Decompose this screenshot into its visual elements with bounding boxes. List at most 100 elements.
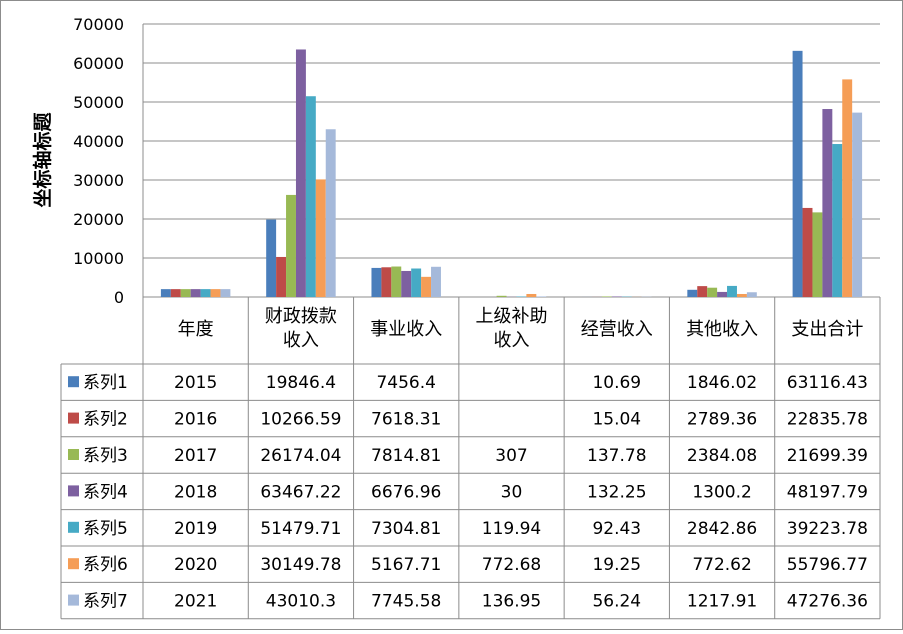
y-tick-label: 70000 [73, 15, 124, 34]
bar [421, 277, 431, 297]
bar [381, 267, 391, 297]
legend-key [68, 485, 79, 496]
bar [201, 289, 211, 297]
bar [266, 220, 276, 297]
table-value: 1217.91 [687, 592, 757, 612]
table-value: 6676.96 [371, 482, 441, 502]
category-label: 事业收入 [370, 319, 442, 340]
category-label: 经营收入 [581, 319, 653, 340]
table-value: 1300.2 [692, 482, 751, 502]
category-label-line: 年度 [178, 319, 214, 340]
table-value: 15.04 [592, 410, 641, 430]
bar [803, 208, 813, 297]
table-value: 2017 [174, 446, 217, 466]
category-label-line: 事业收入 [370, 319, 442, 340]
legend-key [68, 595, 79, 606]
table-value: 7618.31 [371, 410, 441, 430]
bar [326, 129, 336, 297]
table-value: 2020 [174, 555, 217, 575]
table-value: 7745.58 [371, 592, 441, 612]
bar [747, 292, 757, 297]
category-label: 支出合计 [791, 319, 863, 340]
bar [727, 286, 737, 297]
legend-label: 系列1 [83, 373, 128, 393]
table-value: 772.62 [692, 555, 751, 575]
bar [526, 294, 536, 297]
bar [602, 296, 612, 297]
table-value: 7814.81 [371, 446, 441, 466]
category-label-line: 支出合计 [791, 319, 863, 340]
table-value: 51479.71 [260, 519, 341, 539]
table-value: 2789.36 [687, 410, 757, 430]
table-value: 5167.71 [371, 555, 441, 575]
bar [286, 195, 296, 297]
legend-key [68, 376, 79, 387]
category-label-line: 上级补助 [476, 306, 548, 327]
legend-label: 系列5 [83, 519, 128, 539]
bar [220, 289, 230, 297]
bar [717, 292, 727, 297]
legend-key [68, 558, 79, 569]
y-tick-label: 10000 [73, 249, 124, 268]
bar [276, 257, 286, 297]
bar [306, 96, 316, 297]
table-value: 2018 [174, 482, 217, 502]
table-value: 7456.4 [376, 373, 435, 393]
table-value: 30 [501, 482, 523, 502]
bar [296, 49, 306, 297]
legend-label: 系列4 [83, 482, 128, 502]
bar [687, 290, 697, 297]
category-label-line: 收入 [494, 330, 530, 351]
bar [852, 113, 862, 297]
table-value: 2019 [174, 519, 217, 539]
table-value: 1846.02 [687, 373, 757, 393]
table-value: 63467.22 [260, 482, 341, 502]
table-value: 19846.4 [266, 373, 336, 393]
table-value: 43010.3 [266, 592, 336, 612]
table-value: 56.24 [592, 592, 641, 612]
bar [181, 289, 191, 297]
bar [191, 289, 201, 297]
table-value: 2842.86 [687, 519, 757, 539]
bar [737, 294, 747, 297]
table-value: 137.78 [587, 446, 646, 466]
bar [793, 51, 803, 297]
bar [832, 144, 842, 297]
y-tick-label: 40000 [73, 132, 124, 151]
table-value: 7304.81 [371, 519, 441, 539]
bar [161, 289, 171, 297]
bar [822, 109, 832, 297]
bar [391, 267, 401, 297]
legend-key [68, 449, 79, 460]
y-tick-label: 60000 [73, 54, 124, 73]
bar [211, 289, 221, 297]
table-value: 2015 [174, 373, 217, 393]
bar [411, 269, 421, 297]
bar [812, 212, 822, 297]
category-label-line: 财政拨款 [265, 306, 337, 327]
table-value: 307 [495, 446, 527, 466]
table-value: 119.94 [482, 519, 541, 539]
legend-label: 系列6 [83, 555, 128, 575]
bar [171, 289, 181, 297]
table-value: 772.68 [482, 555, 541, 575]
bar [316, 179, 326, 297]
table-value: 2384.08 [687, 446, 757, 466]
legend-key [68, 413, 79, 424]
table-value: 19.25 [592, 555, 641, 575]
y-tick-label: 20000 [73, 210, 124, 229]
bar [401, 271, 411, 297]
table-value: 2016 [174, 410, 217, 430]
bar [612, 296, 622, 297]
legend-label: 系列3 [83, 446, 128, 466]
table-value: 22835.78 [787, 410, 868, 430]
y-tick-label: 50000 [73, 93, 124, 112]
table-value: 2021 [174, 592, 217, 612]
legend-key [68, 522, 79, 533]
category-label: 年度 [178, 319, 214, 340]
table-value: 136.95 [482, 592, 541, 612]
y-axis-title: 坐标轴标题 [31, 112, 54, 207]
table-value: 48197.79 [787, 482, 868, 502]
